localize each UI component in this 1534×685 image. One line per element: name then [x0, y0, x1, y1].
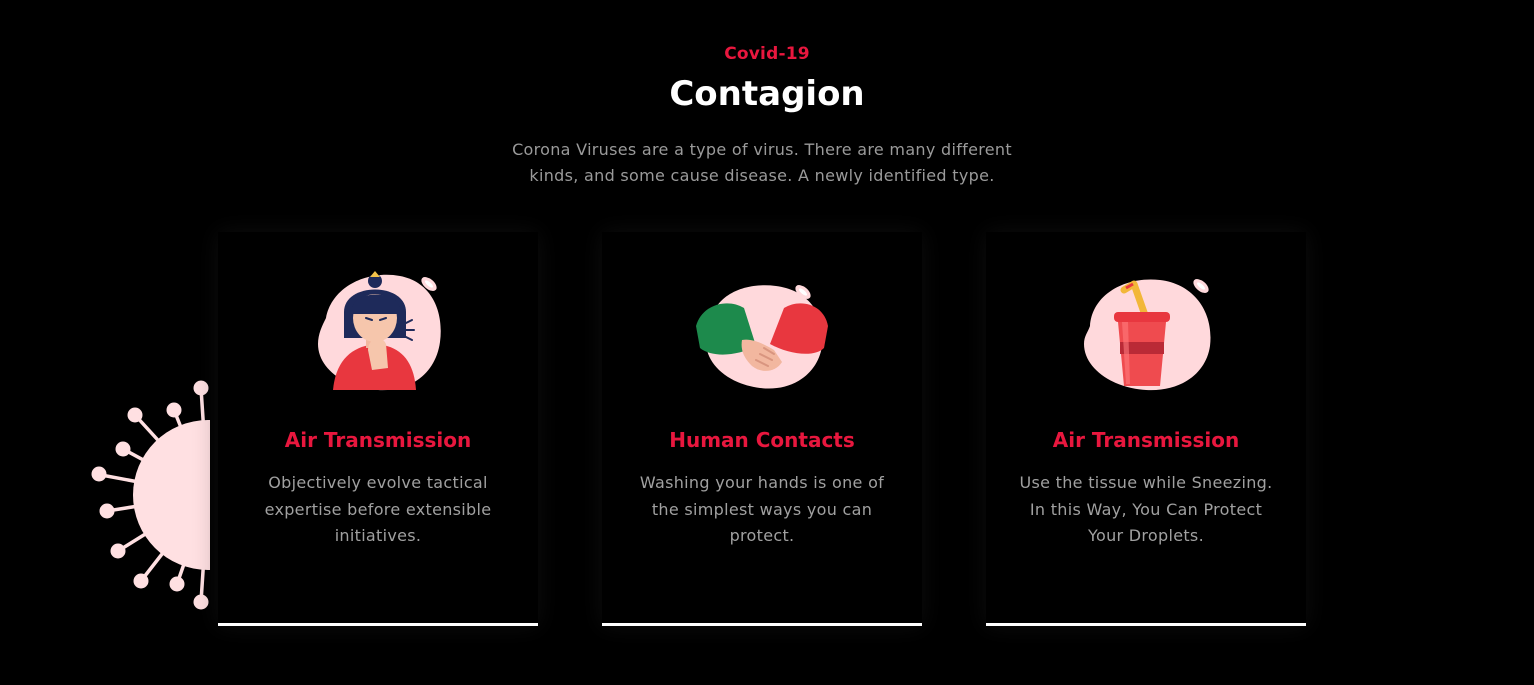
card-underline: [602, 623, 922, 626]
contagion-card-human-contacts: Human Contacts Washing your hands is one…: [602, 232, 922, 626]
card-title: Air Transmission: [284, 428, 472, 452]
section-title: Contagion: [669, 74, 865, 114]
handshake-icon: [692, 268, 832, 398]
card-description: Use the tissue while Sneezing. In this W…: [1019, 473, 1273, 545]
card-underline: [218, 623, 538, 626]
contagion-card-air-transmission-2: Air Transmission Use the tissue while Sn…: [986, 232, 1306, 626]
card-title: Human Contacts: [669, 428, 855, 452]
sneezing-woman-icon: [308, 268, 448, 398]
virus-decoration-icon: [88, 378, 210, 612]
contagion-card-air-transmission: Air Transmission Objectively evolve tact…: [218, 232, 538, 626]
card-title: Air Transmission: [1052, 428, 1240, 452]
section-eyebrow: Covid-19: [724, 44, 810, 64]
card-underline: [986, 623, 1306, 626]
card-description: Washing your hands is one of the simples…: [639, 473, 885, 545]
section-intro: Corona Viruses are a type of virus. Ther…: [512, 140, 1012, 185]
card-description: Objectively evolve tactical expertise be…: [264, 473, 492, 545]
drink-cup-icon: [1076, 268, 1216, 398]
